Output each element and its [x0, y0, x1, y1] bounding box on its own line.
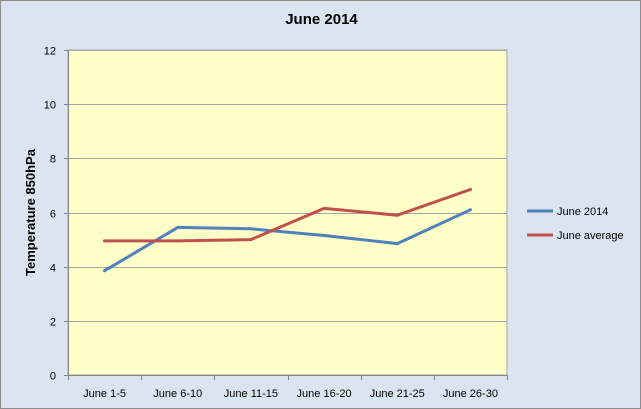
data-point: [322, 206, 326, 210]
x-tick-label: June 1-5: [83, 388, 126, 400]
data-point: [176, 239, 180, 243]
x-tick-label: June 21-25: [370, 388, 425, 400]
data-point: [395, 242, 399, 246]
plot-area: [67, 49, 508, 376]
y-axis-title: Temperature 850hPa: [23, 148, 38, 276]
data-point: [249, 227, 253, 231]
y-tick-label: 10: [44, 100, 56, 112]
data-point: [395, 213, 399, 217]
x-tick-label: June 16-20: [297, 388, 352, 400]
y-tick-label: 2: [50, 317, 56, 329]
x-tick-label: June 26-30: [443, 388, 498, 400]
series-line-2: [103, 188, 472, 243]
y-tick-label: 4: [50, 263, 56, 275]
data-point: [322, 234, 326, 238]
data-point: [249, 238, 253, 242]
legend-label: June 2014: [557, 206, 608, 218]
data-point: [468, 187, 472, 191]
y-tick-label: 12: [44, 46, 56, 58]
series-line-1: [103, 208, 472, 273]
data-point: [176, 225, 180, 229]
legend-label: June average: [557, 230, 624, 242]
data-point: [103, 269, 107, 273]
data-point: [103, 239, 107, 243]
y-tick-label: 8: [50, 154, 56, 166]
x-tick-label: June 6-10: [153, 388, 202, 400]
y-tick-label: 6: [50, 209, 56, 221]
data-point: [468, 208, 472, 212]
y-tick-label: 0: [50, 371, 56, 383]
chart-title: June 2014: [285, 11, 358, 28]
x-tick-label: June 11-15: [224, 388, 278, 400]
